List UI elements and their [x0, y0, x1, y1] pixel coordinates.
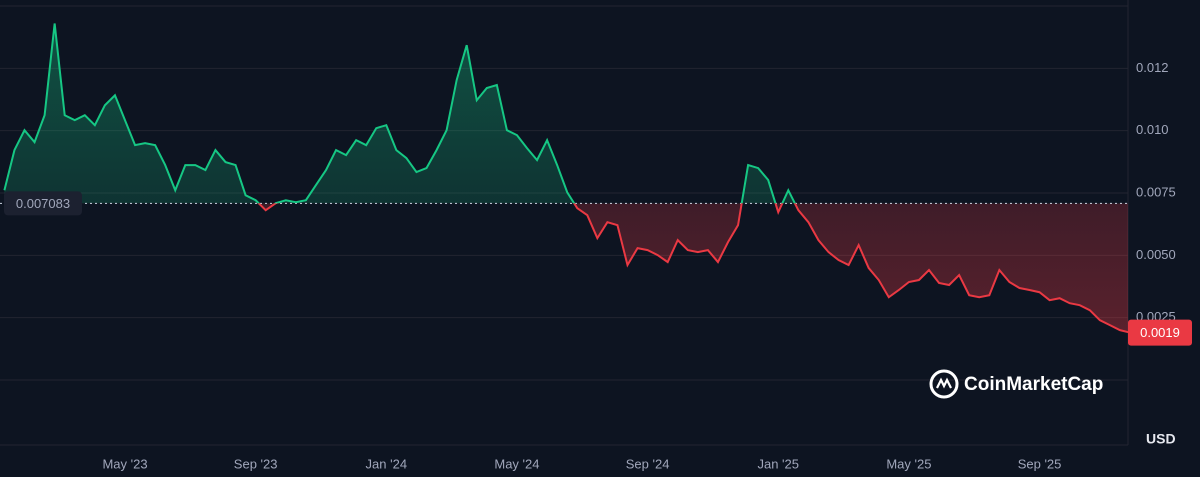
price-label-bg [1128, 319, 1192, 346]
y-tick-label: 0.0050 [1136, 247, 1176, 262]
currency-label: USD [1146, 431, 1176, 447]
y-tick-label: 0.010 [1136, 122, 1169, 137]
logo-icon [929, 369, 959, 399]
y-tick-label: 0.0075 [1136, 184, 1176, 199]
logo-mark [936, 377, 952, 389]
price-label: 0.0019 [1140, 325, 1180, 340]
area-down [258, 203, 1128, 333]
x-tick-label: May '24 [494, 456, 539, 471]
watermark: CoinMarketCap [929, 369, 1103, 399]
baseline-label: 0.007083 [16, 196, 70, 211]
baseline-label-bg [4, 191, 82, 216]
area-up [4, 23, 1128, 204]
x-tick-label: Jan '24 [366, 456, 408, 471]
x-tick-label: Sep '25 [1018, 456, 1062, 471]
price-line-up [3, 23, 797, 204]
x-tick-label: Jan '25 [757, 456, 799, 471]
x-tick-label: Sep '23 [234, 456, 278, 471]
x-tick-label: May '23 [102, 456, 147, 471]
y-tick-label: 0.012 [1136, 60, 1169, 75]
x-tick-label: May '25 [886, 456, 931, 471]
x-tick-label: Sep '24 [626, 456, 670, 471]
price-line-down [257, 203, 1128, 334]
series [0, 23, 1128, 334]
watermark-text: CoinMarketCap [964, 374, 1103, 395]
